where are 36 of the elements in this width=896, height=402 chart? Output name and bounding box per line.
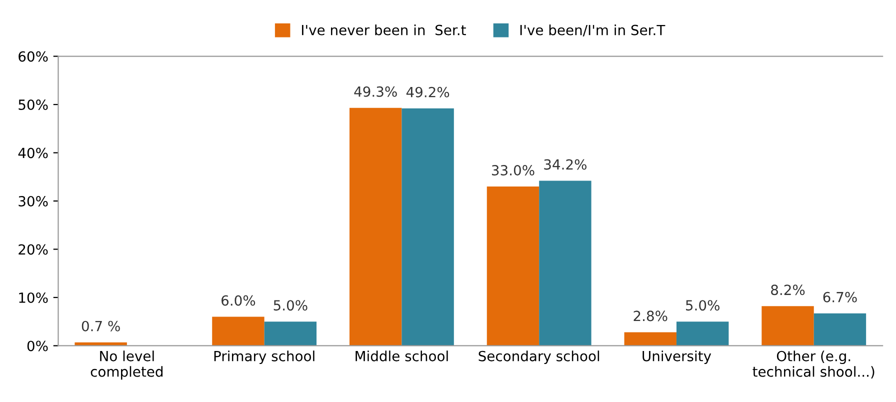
y-tick-label: 50% xyxy=(18,99,48,110)
bar xyxy=(539,180,592,346)
y-tick-label: 60% xyxy=(18,51,48,62)
data-label: 6.0% xyxy=(222,295,256,306)
legend-label: I've been/I'm in Ser.T xyxy=(520,24,666,36)
bar xyxy=(350,108,402,346)
data-label: 34.2% xyxy=(544,159,586,170)
data-label: 8.2% xyxy=(771,284,805,296)
data-label: 49.3% xyxy=(354,86,397,97)
data-label: 5.0% xyxy=(274,300,308,311)
bar xyxy=(762,306,814,346)
data-label: 33.0% xyxy=(492,165,534,176)
y-tick-label: 20% xyxy=(18,244,48,255)
legend-label: I've never been in Ser.t xyxy=(302,24,466,36)
bar xyxy=(402,108,454,346)
data-label: 2.8% xyxy=(634,310,668,322)
x-tick-label: No level completed xyxy=(90,350,163,380)
data-label: 5.0% xyxy=(686,300,720,311)
bar xyxy=(212,316,264,346)
x-tick-label: Primary school xyxy=(214,350,314,364)
data-label: 49.2% xyxy=(406,86,450,98)
y-tick-label: 40% xyxy=(18,148,48,158)
x-tick-label: Middle school xyxy=(356,350,448,362)
y-tick-label: 10% xyxy=(19,292,48,303)
data-label: 0.7 % xyxy=(82,320,120,332)
x-tick-label: Secondary school xyxy=(478,350,600,364)
y-tick-label: 0% xyxy=(27,340,48,352)
bar xyxy=(486,186,540,346)
x-tick-label: University xyxy=(642,350,712,364)
y-tick-label: 30% xyxy=(18,196,48,206)
x-tick-label: Other (e.g. technical shool...) xyxy=(752,350,874,379)
bar xyxy=(814,313,866,346)
data-label: 6.7% xyxy=(823,292,857,302)
bar xyxy=(676,322,729,346)
bar xyxy=(624,332,676,346)
bar xyxy=(264,322,317,346)
